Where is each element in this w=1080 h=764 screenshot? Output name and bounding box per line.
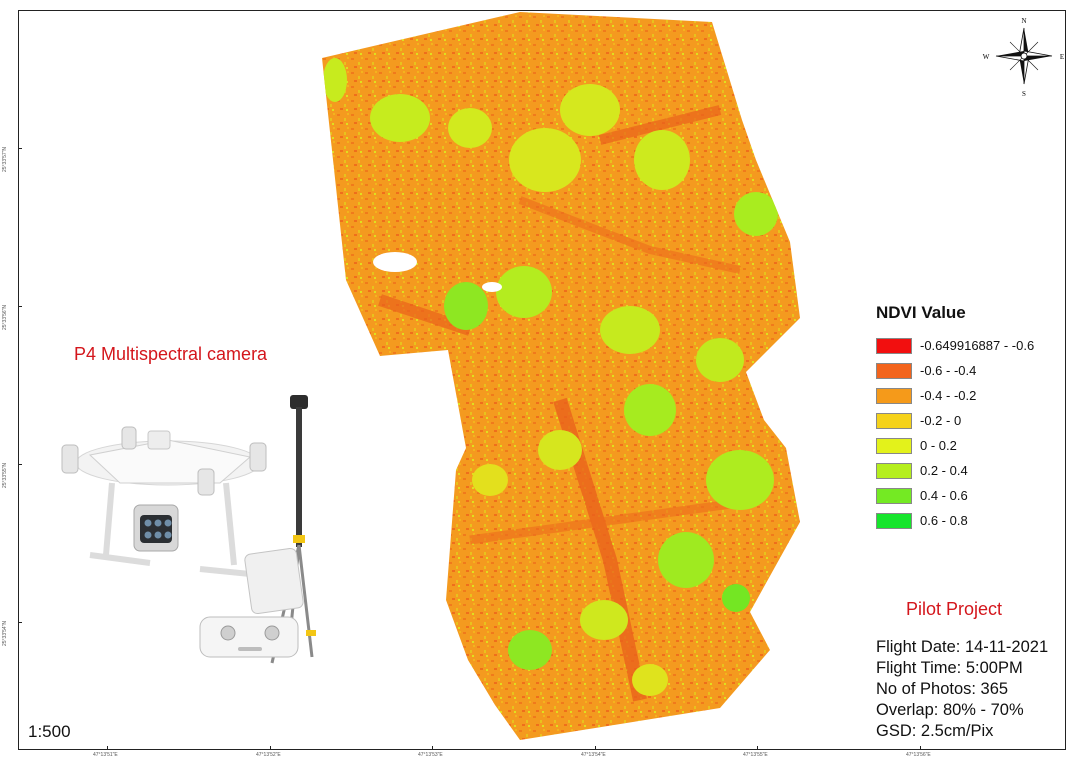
legend-label: 0.4 - 0.6 xyxy=(920,488,968,503)
legend-item: 0.6 - 0.8 xyxy=(876,508,1034,533)
flight-time: Flight Time: 5:00PM xyxy=(876,659,1023,677)
legend-label: 0 - 0.2 xyxy=(920,438,957,453)
legend-label: -0.649916887 - -0.6 xyxy=(920,338,1035,353)
lon-tick-label: 47°13'54"E xyxy=(581,752,606,758)
legend-item: 0 - 0.2 xyxy=(876,433,1034,458)
lat-tick-mark xyxy=(18,306,22,307)
legend-label: 0.6 - 0.8 xyxy=(920,513,968,528)
lon-tick-mark xyxy=(920,746,921,750)
lat-tick-mark xyxy=(18,464,22,465)
lon-tick-label: 47°13'55"E xyxy=(743,752,768,758)
legend-title: NDVI Value xyxy=(876,303,966,322)
lon-tick-mark xyxy=(107,746,108,750)
legend-swatch xyxy=(876,412,912,429)
legend-label: 0.2 - 0.4 xyxy=(920,463,968,478)
camera-title: P4 Multispectral camera xyxy=(74,344,268,364)
legend-swatch xyxy=(876,362,912,379)
photo-count: No of Photos: 365 xyxy=(876,680,1009,698)
legend-item: -0.6 - -0.4 xyxy=(876,358,1034,383)
drone-illustration xyxy=(61,395,316,664)
project-title: Pilot Project xyxy=(906,599,1003,619)
ndvi-legend: -0.649916887 - -0.6 -0.6 - -0.4 -0.4 - -… xyxy=(876,333,1034,533)
compass-w-label: W xyxy=(983,53,990,61)
legend-swatch xyxy=(876,437,912,454)
compass-s-label: S xyxy=(1022,90,1026,98)
lon-tick-mark xyxy=(432,746,433,750)
lon-tick-label: 47°13'52"E xyxy=(256,752,281,758)
lon-tick-label: 47°13'56"E xyxy=(906,752,931,758)
lon-tick-mark xyxy=(270,746,271,750)
compass-n-label: N xyxy=(1021,17,1026,25)
gsd: GSD: 2.5cm/Pix xyxy=(876,722,994,740)
legend-swatch xyxy=(876,512,912,529)
legend-item: 0.4 - 0.6 xyxy=(876,483,1034,508)
legend-item: -0.4 - -0.2 xyxy=(876,383,1034,408)
flight-info: Flight Date: 14-11-2021 Flight Time: 5:0… xyxy=(876,637,1048,742)
compass-e-label: E xyxy=(1060,53,1064,61)
legend-item: -0.649916887 - -0.6 xyxy=(876,333,1034,358)
legend-swatch xyxy=(876,337,912,354)
legend-swatch xyxy=(876,462,912,479)
flight-date: Flight Date: 14-11-2021 xyxy=(876,638,1049,656)
legend-label: -0.6 - -0.4 xyxy=(920,363,977,378)
lon-tick-mark xyxy=(757,746,758,750)
overlap: Overlap: 80% - 70% xyxy=(876,701,1024,719)
lat-tick-mark xyxy=(18,148,22,149)
lon-tick-label: 47°13'51"E xyxy=(93,752,118,758)
legend-label: -0.2 - 0 xyxy=(920,413,962,428)
lon-tick-label: 47°13'53"E xyxy=(418,752,443,758)
north-arrow-compass: N S E W xyxy=(983,17,1064,98)
legend-swatch xyxy=(876,487,912,504)
legend-item: 0.2 - 0.4 xyxy=(876,458,1034,483)
map-scale: 1:500 xyxy=(28,722,71,741)
lat-tick-mark xyxy=(18,622,22,623)
legend-swatch xyxy=(876,387,912,404)
legend-item: -0.2 - 0 xyxy=(876,408,1034,433)
lon-tick-mark xyxy=(595,746,596,750)
legend-label: -0.4 - -0.2 xyxy=(920,388,977,403)
